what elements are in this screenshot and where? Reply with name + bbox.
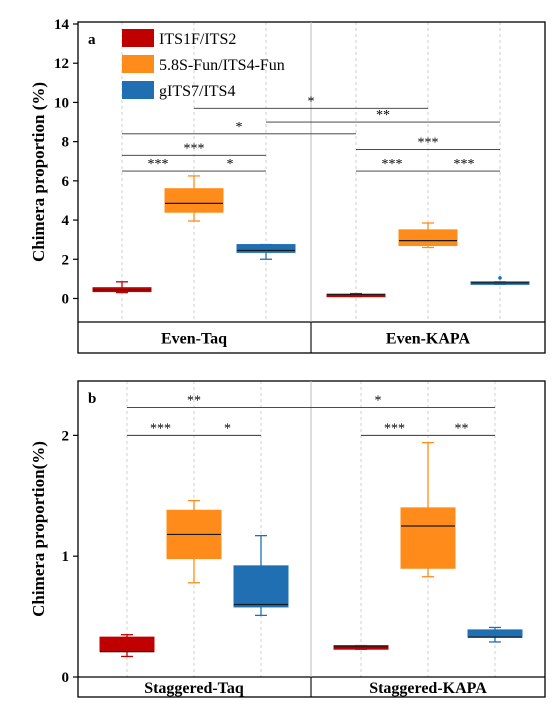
legend-swatch xyxy=(122,81,154,99)
significance-bracket: *** xyxy=(428,157,500,172)
box-body xyxy=(333,645,389,650)
significance-bracket: ** xyxy=(428,421,495,436)
significance-bracket: *** xyxy=(361,421,428,436)
y-tick-label: 0 xyxy=(62,291,70,307)
y-tick-label: 12 xyxy=(54,56,69,72)
box-5-8s-fun-its4-fun xyxy=(164,175,224,222)
box-gits7-its4 xyxy=(467,626,523,643)
significance-label: *** xyxy=(184,141,205,156)
significance-bracket: *** xyxy=(122,157,194,172)
significance-bracket: *** xyxy=(122,141,266,156)
significance-bracket: ** xyxy=(127,394,261,409)
significance-bracket: *** xyxy=(356,135,500,150)
panel-a: 0 2 4 6 8 10 12 14 Chimera proportion (%) a Even-T… xyxy=(29,17,546,354)
significance-bracket: *** xyxy=(356,157,428,172)
y-tick-label: 4 xyxy=(62,213,70,229)
box-5-8s-fun-its4-fun xyxy=(398,222,458,249)
significance-label: * xyxy=(224,421,231,436)
significance-bracket: * xyxy=(122,120,356,135)
y-tick-label: 10 xyxy=(54,95,69,111)
y-tick-label: 8 xyxy=(62,135,70,151)
box-body xyxy=(400,507,456,569)
significance-label: * xyxy=(236,120,243,135)
y-tick-label: 1 xyxy=(62,549,70,565)
y-tick-label: 0 xyxy=(62,670,70,686)
legend: ITS1F/ITS2 5.8S-Fun/ITS4-Fun gITS7/ITS4 xyxy=(122,29,285,100)
panel-b: 0 1 2 Chimera proportion(%) b Staggered-Taq St… xyxy=(29,380,546,698)
category-label: Staggered-KAPA xyxy=(369,680,487,697)
y-tick-label: 6 xyxy=(62,174,70,190)
significance-label: *** xyxy=(150,421,171,436)
legend-swatch xyxy=(122,29,154,47)
y-axis-label: Chimera proportion (%) xyxy=(29,82,48,262)
legend-label: gITS7/ITS4 xyxy=(159,83,235,100)
significance-bracket: * xyxy=(261,394,495,409)
significance-label: *** xyxy=(382,157,403,172)
significance-bracket: *** xyxy=(127,421,194,436)
significance-label: * xyxy=(375,394,382,409)
significance-label: ** xyxy=(376,108,390,123)
box-5-8s-fun-its4-fun xyxy=(400,441,456,578)
box-body xyxy=(236,244,296,253)
category-label: Staggered-Taq xyxy=(144,680,244,697)
significance-label: *** xyxy=(418,135,439,150)
box-its1f-its2 xyxy=(99,634,155,658)
significance-bracket: * xyxy=(194,421,261,436)
box-5-8s-fun-its4-fun xyxy=(166,499,222,584)
y-tick-label: 2 xyxy=(62,252,70,268)
y-axis-label: Chimera proportion(%) xyxy=(29,441,48,617)
box-body xyxy=(164,188,224,213)
significance-label: * xyxy=(227,157,234,172)
significance-label: * xyxy=(308,94,315,109)
significance-label: *** xyxy=(454,157,475,172)
legend-swatch xyxy=(122,55,154,73)
panel-label: b xyxy=(88,391,96,407)
category-label: Even-KAPA xyxy=(386,331,471,348)
significance-label: ** xyxy=(455,421,469,436)
significance-label: ** xyxy=(187,394,201,409)
significance-bracket: * xyxy=(194,94,428,109)
box-gits7-its4 xyxy=(470,276,530,286)
box-outlier xyxy=(498,276,502,280)
significance-bracket: ** xyxy=(266,108,500,123)
box-body xyxy=(99,636,155,653)
significance-label: *** xyxy=(148,157,169,172)
box-body xyxy=(398,229,458,247)
box-body xyxy=(467,629,523,638)
box-its1f-its2 xyxy=(326,292,386,298)
legend-label: ITS1F/ITS2 xyxy=(159,31,236,48)
panel-label: a xyxy=(88,32,96,48)
box-its1f-its2 xyxy=(333,644,389,650)
box-gits7-its4 xyxy=(236,243,296,260)
box-gits7-its4 xyxy=(233,534,289,617)
box-body xyxy=(233,565,289,608)
significance-label: *** xyxy=(384,421,405,436)
box-its1f-its2 xyxy=(92,281,152,294)
y-tick-label: 14 xyxy=(54,17,70,33)
category-label: Even-Taq xyxy=(161,331,227,348)
legend-label: 5.8S-Fun/ITS4-Fun xyxy=(159,57,285,74)
significance-bracket: * xyxy=(194,157,266,172)
y-tick-label: 2 xyxy=(62,428,70,444)
